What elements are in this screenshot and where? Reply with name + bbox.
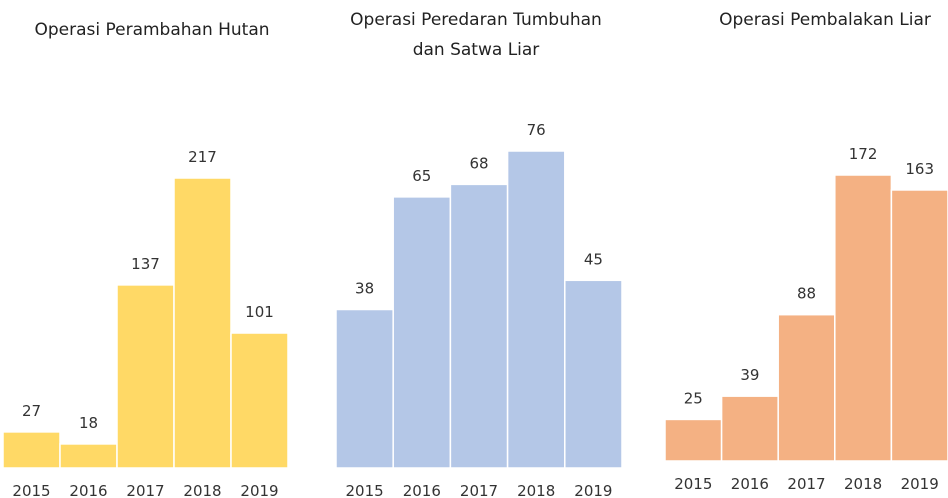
- x-tick-label: 2016: [731, 475, 769, 493]
- x-tick-label: 2017: [787, 475, 825, 493]
- x-tick-label: 2016: [69, 482, 107, 498]
- bar: [449, 183, 509, 469]
- data-label: 76: [527, 121, 546, 139]
- data-label: 101: [245, 303, 274, 321]
- x-tick-label: 2018: [517, 482, 555, 498]
- x-tick-label: 2019: [901, 475, 939, 493]
- data-label: 68: [469, 154, 488, 172]
- data-label: 217: [188, 148, 217, 166]
- x-tick-label: 2015: [674, 475, 712, 493]
- x-tick-label: 2015: [12, 482, 50, 498]
- bar: [116, 284, 175, 469]
- data-label: 45: [584, 250, 603, 268]
- bar: [2, 431, 61, 469]
- bar: [720, 395, 779, 462]
- data-label: 172: [849, 145, 878, 163]
- x-tick-label: 2018: [844, 475, 882, 493]
- chart-title: Operasi Perambahan Hutan: [34, 20, 270, 40]
- bar: [392, 196, 452, 469]
- data-label: 163: [905, 160, 934, 178]
- chart-title: Operasi Peredaran Tumbuhan dan Satwa Lia…: [350, 10, 602, 60]
- bar: [834, 174, 893, 462]
- bar: [777, 313, 836, 462]
- x-tick-label: 2015: [346, 482, 384, 498]
- x-tick-label: 2019: [240, 482, 278, 498]
- x-tick-label: 2017: [460, 482, 498, 498]
- bar: [506, 150, 566, 469]
- data-label: 39: [740, 366, 759, 384]
- bar: [890, 189, 948, 462]
- x-tick-label: 2019: [574, 482, 612, 498]
- data-label: 65: [412, 167, 431, 185]
- data-label: 25: [684, 389, 703, 407]
- chart-title: Operasi Pembalakan Liar: [719, 10, 931, 30]
- data-label: 38: [355, 280, 374, 298]
- bar: [59, 443, 118, 469]
- x-tick-label: 2016: [403, 482, 441, 498]
- bar: [173, 177, 232, 469]
- data-label: 88: [797, 285, 816, 303]
- data-label: 137: [131, 255, 160, 273]
- bar: [230, 332, 289, 469]
- data-label: 27: [22, 402, 41, 420]
- x-tick-label: 2017: [126, 482, 164, 498]
- bar: [664, 418, 723, 462]
- x-tick-label: 2018: [183, 482, 221, 498]
- data-label: 18: [79, 414, 98, 432]
- bar: [564, 279, 623, 469]
- bar: [335, 308, 394, 469]
